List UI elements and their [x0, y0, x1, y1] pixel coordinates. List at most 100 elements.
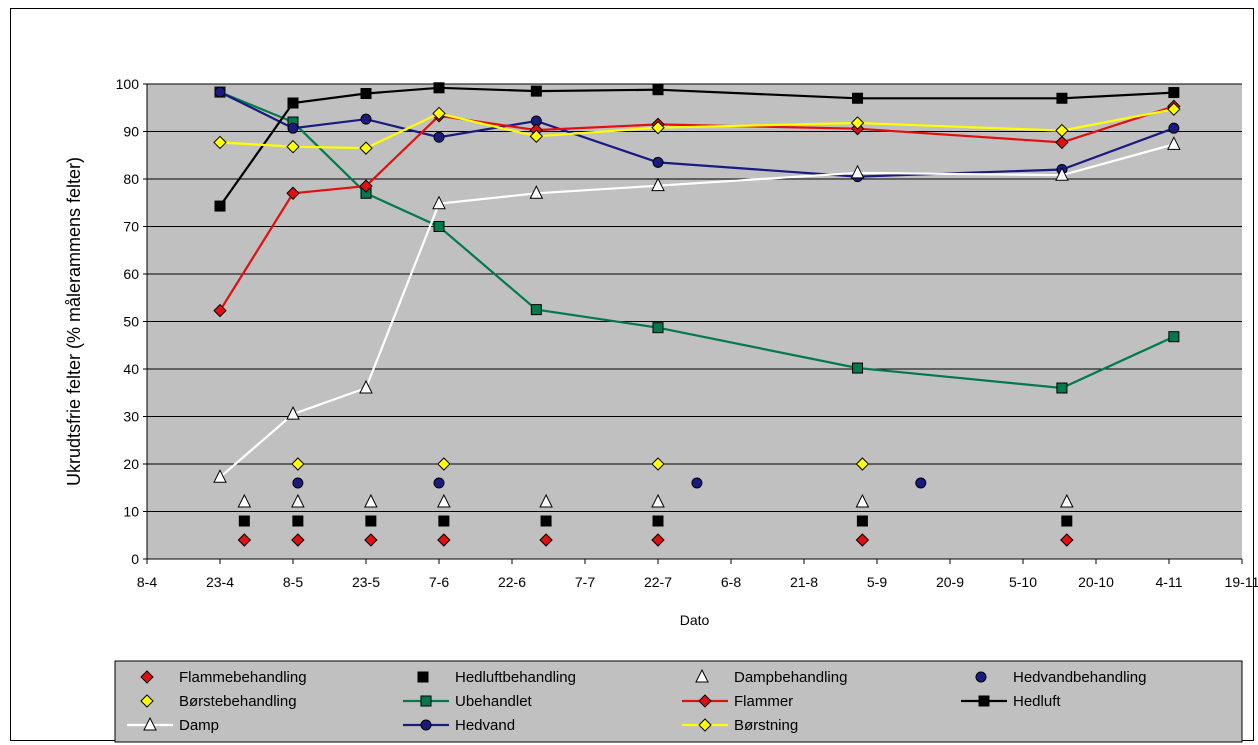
diamond-marker — [855, 533, 870, 547]
legend-item: Hedluftbehandling — [417, 669, 576, 686]
triangle-marker — [432, 195, 446, 210]
square-marker — [852, 92, 864, 104]
x-tick-label: 21-8 — [790, 574, 818, 590]
square-marker — [287, 97, 299, 109]
triangle-marker — [695, 668, 709, 683]
x-tick-label: 7-7 — [575, 574, 595, 590]
circle-marker — [420, 719, 432, 731]
square-marker — [238, 515, 250, 527]
y-tick-label: 100 — [116, 76, 140, 92]
y-axis-title: Ukrudtsfrie felter (% målerammens felter… — [64, 157, 84, 486]
square-marker — [214, 200, 226, 212]
square-marker — [856, 515, 868, 527]
y-tick-label: 30 — [123, 409, 139, 425]
series-flammebehandling — [237, 533, 1074, 547]
square-marker — [360, 88, 372, 99]
triangle-marker — [850, 164, 865, 179]
legend-label: Børstning — [734, 717, 798, 734]
x-tick-label: 20-9 — [936, 574, 964, 590]
diamond-marker — [698, 694, 712, 708]
legend-item: Hedvand — [403, 717, 515, 734]
diamond-marker — [237, 533, 252, 547]
x-tick-label: 5-10 — [1009, 574, 1037, 590]
triangle-marker — [286, 406, 300, 420]
legend-item: Damp — [127, 716, 219, 734]
diamond-marker — [291, 533, 305, 547]
circle-marker — [975, 671, 987, 683]
circle-marker — [214, 86, 226, 98]
circle-marker — [691, 477, 703, 489]
triangle-marker — [364, 493, 378, 508]
diamond-marker — [364, 533, 378, 547]
circle-marker — [360, 113, 372, 125]
square-marker — [852, 362, 864, 374]
x-tick-label: 23-4 — [206, 574, 234, 590]
circle-marker — [652, 156, 664, 168]
square-marker — [652, 322, 664, 334]
series-hedvandbehandling — [292, 477, 927, 489]
triangle-marker — [651, 493, 665, 508]
y-tick-label: 60 — [123, 266, 139, 282]
x-tick-label: 19-11 — [1225, 574, 1258, 590]
diamond-marker — [140, 694, 154, 708]
legend-label: Hedluftbehandling — [455, 669, 576, 686]
diamond-marker — [1060, 533, 1074, 547]
legend-item: Børstebehandling — [140, 693, 297, 710]
diamond-marker — [286, 186, 300, 200]
diamond-marker — [213, 303, 227, 318]
square-marker — [1168, 87, 1180, 99]
triangle-marker — [539, 493, 553, 508]
y-tick-label: 90 — [123, 124, 139, 140]
square-marker — [530, 304, 542, 316]
diamond-marker — [286, 139, 300, 154]
legend-item: Dampbehandling — [695, 668, 847, 686]
x-tick-label: 4-11 — [1156, 574, 1183, 590]
square-marker — [1056, 92, 1068, 104]
legend-label: Flammer — [734, 693, 793, 710]
triangle-marker — [529, 185, 544, 199]
triangle-marker — [291, 493, 305, 508]
diamond-marker — [359, 179, 373, 193]
legend-label: Hedvandbehandling — [1013, 669, 1146, 686]
diamond-marker — [651, 457, 665, 471]
circle-marker — [287, 122, 299, 134]
square-marker — [1056, 382, 1068, 394]
square-marker — [530, 85, 542, 97]
legend-label: Flammebehandling — [179, 669, 307, 686]
legend-item: Hedvandbehandling — [975, 669, 1146, 686]
y-tick-label: 40 — [123, 361, 139, 377]
legend-item: Flammer — [682, 693, 793, 710]
series-dampbehandling — [237, 493, 1074, 508]
x-tick-label: 7-6 — [429, 574, 449, 590]
series-hedluft — [214, 82, 1180, 212]
legend-item: Børstning — [682, 717, 798, 734]
legend-item: Flammebehandling — [140, 669, 307, 686]
triangle-marker — [651, 177, 665, 192]
legend-box — [114, 660, 1243, 743]
diamond-marker — [539, 533, 553, 547]
legend-item: Hedluft — [961, 693, 1061, 710]
legend-label: Hedvand — [455, 717, 515, 734]
diamond-marker — [437, 533, 451, 547]
x-tick-label: 23-5 — [352, 574, 380, 590]
circle-marker — [1168, 122, 1180, 134]
square-marker — [420, 695, 432, 707]
triangle-marker — [143, 716, 157, 731]
triangle-marker — [437, 493, 451, 508]
triangle-marker — [359, 379, 373, 394]
x-axis-title: Dato — [680, 612, 710, 628]
square-marker — [652, 515, 664, 527]
square-marker — [433, 82, 445, 94]
x-tick-label: 5-9 — [867, 574, 887, 590]
square-marker — [365, 515, 377, 527]
diamond-marker — [850, 116, 865, 130]
circle-marker — [915, 477, 927, 489]
triangle-marker — [855, 493, 870, 508]
diamond-marker — [529, 129, 544, 143]
diamond-marker — [1055, 135, 1069, 150]
circle-marker — [292, 477, 304, 489]
y-tick-label: 10 — [123, 504, 139, 520]
legend-label: Damp — [179, 717, 219, 734]
diamond-marker — [1055, 123, 1069, 138]
